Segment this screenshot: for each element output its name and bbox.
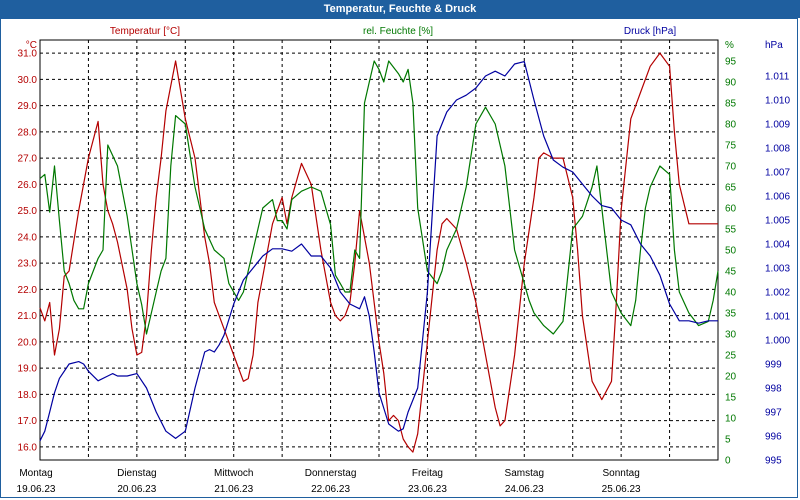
humidity-tick-label: 85 [725,99,737,110]
temperature-tick-label: 24.0 [18,232,38,243]
pressure-unit-label: hPa [765,40,783,51]
temperature-tick-label: 19.0 [18,364,38,375]
temperature-tick-label: 31.0 [18,49,38,60]
date-label: 23.06.23 [408,484,447,495]
humidity-tick-label: 35 [725,309,737,320]
day-label: Sonntag [603,468,640,479]
humidity-tick-label: 30 [725,330,737,341]
pressure-tick-label: 1.008 [765,144,790,155]
temperature-tick-label: 23.0 [18,259,38,270]
temperature-unit-label: °C [26,40,37,51]
humidity-tick-label: 50 [725,246,737,257]
day-label: Dienstag [117,468,156,479]
pressure-tick-label: 998 [765,384,782,395]
temperature-tick-label: 26.0 [18,180,38,191]
humidity-tick-label: 5 [725,435,731,446]
humidity-axis-title: rel. Feuchte [%] [363,26,433,37]
pressure-axis-title: Druck [hPa] [624,26,676,37]
humidity-tick-label: 10 [725,414,737,425]
series-line-humidity [39,60,719,335]
humidity-tick-label: 60 [725,204,737,215]
temperature-tick-label: 30.0 [18,75,38,86]
humidity-tick-label: 65 [725,183,737,194]
pressure-tick-label: 1.011 [765,72,790,83]
temperature-tick-label: 21.0 [18,311,38,322]
series-line-temperature [39,52,718,453]
temperature-tick-label: 20.0 [18,337,38,348]
temperature-axis-title: Temperatur [°C] [110,26,180,37]
humidity-tick-label: 70 [725,162,737,173]
temperature-tick-label: 29.0 [18,101,38,112]
day-label: Montag [19,468,52,479]
pressure-tick-label: 995 [765,456,782,467]
pressure-tick-label: 1.009 [765,120,790,131]
pressure-tick-label: 996 [765,432,782,443]
day-label: Freitag [412,468,443,479]
humidity-tick-label: 15 [725,393,737,404]
date-label: 21.06.23 [214,484,253,495]
pressure-tick-label: 1.007 [765,168,790,179]
pressure-tick-label: 1.010 [765,96,790,107]
pressure-tick-label: 1.000 [765,336,790,347]
pressure-tick-label: 1.005 [765,216,790,227]
pressure-tick-label: 1.003 [765,264,790,275]
date-label: 19.06.23 [17,484,56,495]
humidity-tick-label: 90 [725,78,737,89]
series-line-pressure [39,61,718,442]
humidity-tick-label: 55 [725,225,737,236]
day-label: Samstag [505,468,544,479]
humidity-tick-label: 75 [725,141,737,152]
temperature-tick-label: 17.0 [18,416,38,427]
pressure-tick-label: 999 [765,360,782,371]
pressure-tick-label: 1.006 [765,192,790,203]
temperature-tick-label: 27.0 [18,154,38,165]
date-label: 25.06.23 [602,484,641,495]
humidity-tick-label: 20 [725,372,737,383]
humidity-tick-label: 95 [725,57,737,68]
temperature-tick-label: 25.0 [18,206,38,217]
pressure-tick-label: 1.001 [765,312,790,323]
day-label: Donnerstag [305,468,357,479]
humidity-tick-label: 25 [725,351,737,362]
date-label: 20.06.23 [117,484,156,495]
temperature-tick-label: 22.0 [18,285,38,296]
day-label: Mittwoch [214,468,253,479]
humidity-tick-label: 45 [725,267,737,278]
pressure-tick-label: 1.002 [765,288,790,299]
temperature-tick-label: 18.0 [18,390,38,401]
temperature-tick-label: 16.0 [18,442,38,453]
date-label: 24.06.23 [505,484,544,495]
chart-frame [0,18,798,498]
temperature-tick-label: 28.0 [18,127,38,138]
humidity-tick-label: 0 [725,456,731,467]
humidity-tick-label: 40 [725,288,737,299]
humidity-tick-label: 80 [725,120,737,131]
window-title: Temperatur, Feuchte & Druck [0,0,800,18]
humidity-unit-label: % [725,40,734,51]
pressure-tick-label: 1.004 [765,240,790,251]
pressure-tick-label: 997 [765,408,782,419]
date-label: 22.06.23 [311,484,350,495]
